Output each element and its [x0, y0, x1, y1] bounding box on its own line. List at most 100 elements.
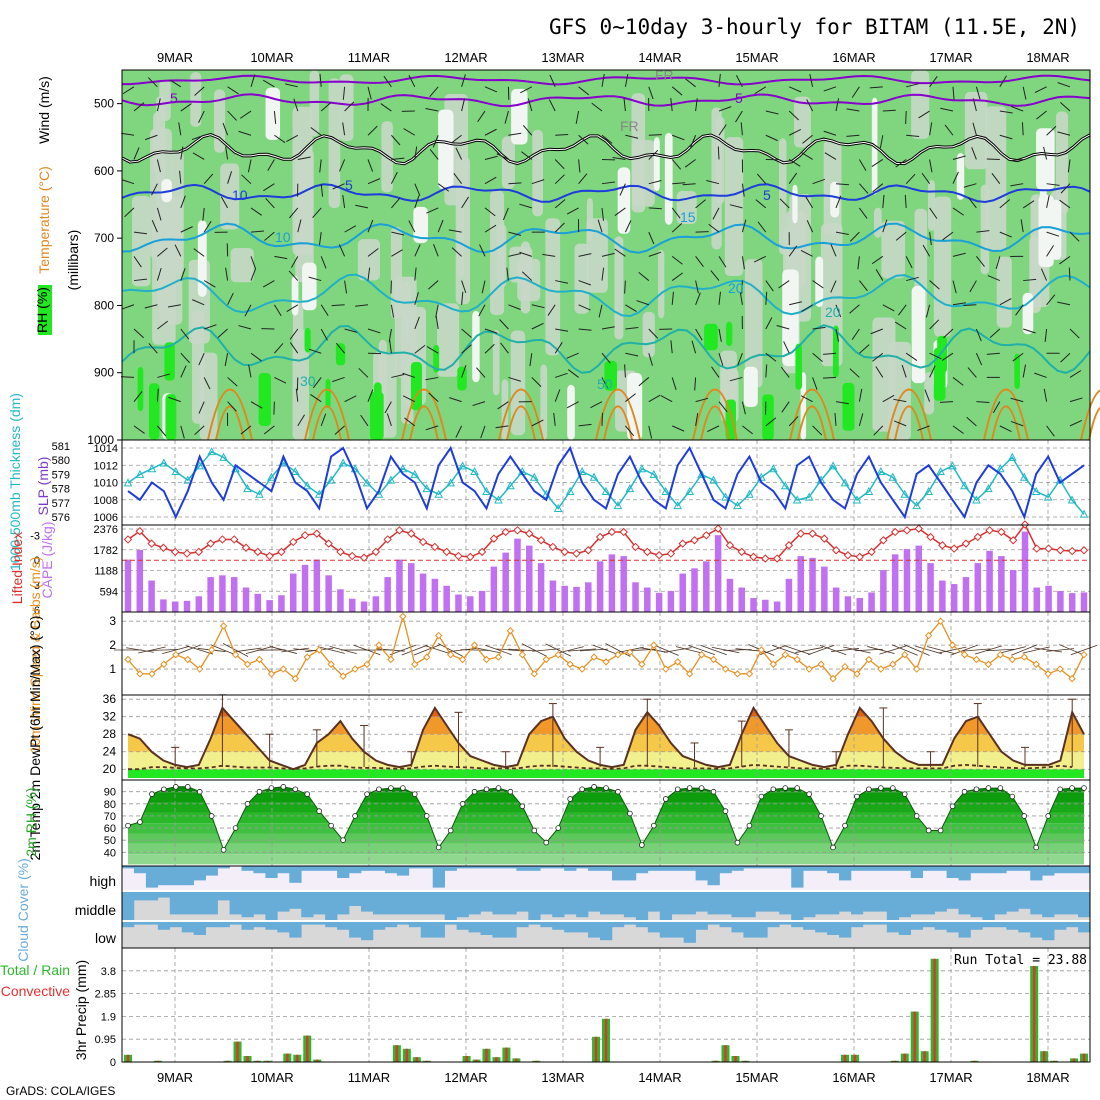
li-point	[903, 527, 910, 534]
convective-bar	[595, 1037, 597, 1062]
cape-bar	[278, 595, 284, 612]
y-tick-label: 500	[94, 97, 114, 111]
cape-bar	[727, 579, 733, 612]
li-point	[538, 537, 545, 544]
cloud-low-bar	[636, 922, 648, 927]
cloud-low-bar	[564, 922, 576, 932]
rh-point	[998, 786, 1003, 791]
rh-moist-cell	[704, 324, 718, 350]
wind-barb	[664, 648, 692, 653]
cloud-middle-bar	[636, 892, 648, 920]
cloud-middle-bar	[672, 892, 684, 914]
legend-convective: Convective	[1, 983, 70, 999]
cloud-high-bar	[863, 866, 875, 871]
cape-bar	[892, 554, 898, 612]
cloud-middle-bar	[743, 892, 755, 917]
precip-axis-label: 3hr Precip (mm)	[73, 960, 89, 1060]
cloud-high-bar	[1018, 866, 1030, 871]
cape-bar	[432, 579, 438, 612]
rh-point	[867, 787, 872, 792]
cloud-low-bar	[947, 922, 959, 932]
cloud-low-bar	[265, 922, 277, 930]
wind-speed-point	[209, 647, 215, 653]
cloud-high-bar	[564, 866, 576, 871]
convective-bar	[1083, 1054, 1085, 1062]
cloud-middle-bar	[1030, 892, 1042, 914]
rh-point	[305, 792, 310, 797]
cloud-high-bar	[445, 866, 457, 871]
cloud-low-bar	[1054, 922, 1066, 930]
cloud-low-bar	[242, 922, 254, 930]
left-tick-label: 580	[52, 455, 70, 467]
li-point	[962, 540, 969, 547]
wind-speed-point	[304, 654, 310, 660]
rh-very-dry-cell	[912, 286, 926, 383]
cape-bar	[750, 598, 756, 612]
cloud-middle-bar	[863, 892, 875, 912]
cloud-middle-bar	[875, 892, 887, 912]
cloud-high-bar	[289, 866, 301, 883]
rh-point	[472, 789, 477, 794]
rh-band	[122, 834, 1090, 844]
wind-tick-label: 3	[109, 614, 116, 628]
rh-dry-cell	[493, 330, 500, 395]
cloud-low-bar	[289, 922, 301, 938]
rh-point	[1046, 814, 1051, 819]
top-date-label: 15MAR	[735, 50, 778, 65]
cloud-high-bar	[182, 866, 194, 885]
cloud-middle-bar	[1066, 892, 1078, 914]
cloud-middle-bar	[803, 892, 815, 917]
cloud-middle-bar	[253, 892, 265, 914]
contour-label: 5	[763, 187, 771, 203]
cloud-low-bar	[277, 922, 289, 932]
convective-bar	[306, 1036, 308, 1062]
cloud-middle-bar	[1078, 892, 1090, 917]
rh-point	[628, 811, 633, 816]
cloud-low-bar	[397, 922, 409, 925]
cape-bar	[384, 577, 390, 612]
li-point	[1045, 545, 1052, 552]
li-series-line	[128, 525, 1084, 559]
cloud-middle-bar	[122, 892, 134, 920]
wind-barb	[402, 645, 428, 655]
cloud-low-bar	[863, 922, 875, 925]
cloud-middle-bar	[481, 892, 493, 912]
contour-label: 10	[232, 187, 248, 203]
bottom-date-label: 9MAR	[157, 1070, 193, 1085]
top-date-label: 13MAR	[541, 50, 584, 65]
rh-point	[233, 826, 238, 831]
cape-tick-label: 2376	[94, 524, 118, 536]
left-tick-label: 577	[52, 498, 70, 510]
rh-point	[257, 789, 262, 794]
cape-bar	[408, 563, 414, 612]
cloud-middle-bar	[624, 892, 636, 917]
cloud-low-bar	[959, 922, 971, 938]
cloud-high-bar	[588, 866, 600, 871]
rh-very-dry-cell	[1036, 128, 1055, 189]
convective-bar	[933, 959, 935, 1062]
right-tick-label: 1006	[94, 512, 118, 524]
rh-point	[568, 797, 573, 802]
rh-dry-cell	[490, 191, 504, 316]
right-tick-label: 1008	[94, 495, 118, 507]
rh-moist-cell	[326, 379, 331, 408]
cape-bar	[1010, 570, 1016, 612]
cloud-middle-bar	[923, 892, 935, 914]
li-point	[502, 528, 509, 535]
cloud-high-bar	[994, 866, 1006, 873]
panel-frame	[122, 612, 1090, 695]
wind-barb	[808, 645, 834, 655]
cloud-low-bar	[731, 922, 743, 932]
cape-bar	[939, 581, 945, 612]
cape-bar	[290, 574, 296, 612]
rh-point	[365, 792, 370, 797]
cape-bar	[998, 556, 1004, 612]
rh-dry-cell	[231, 248, 254, 282]
rh-dry-cell	[1056, 112, 1068, 215]
rh-point	[938, 828, 943, 833]
cape-tick-label: 594	[100, 586, 118, 598]
wind-barb	[784, 646, 811, 655]
rh-point	[1058, 787, 1063, 792]
cloud-high-bar	[720, 866, 732, 873]
cloud-level-low: low	[95, 930, 117, 946]
